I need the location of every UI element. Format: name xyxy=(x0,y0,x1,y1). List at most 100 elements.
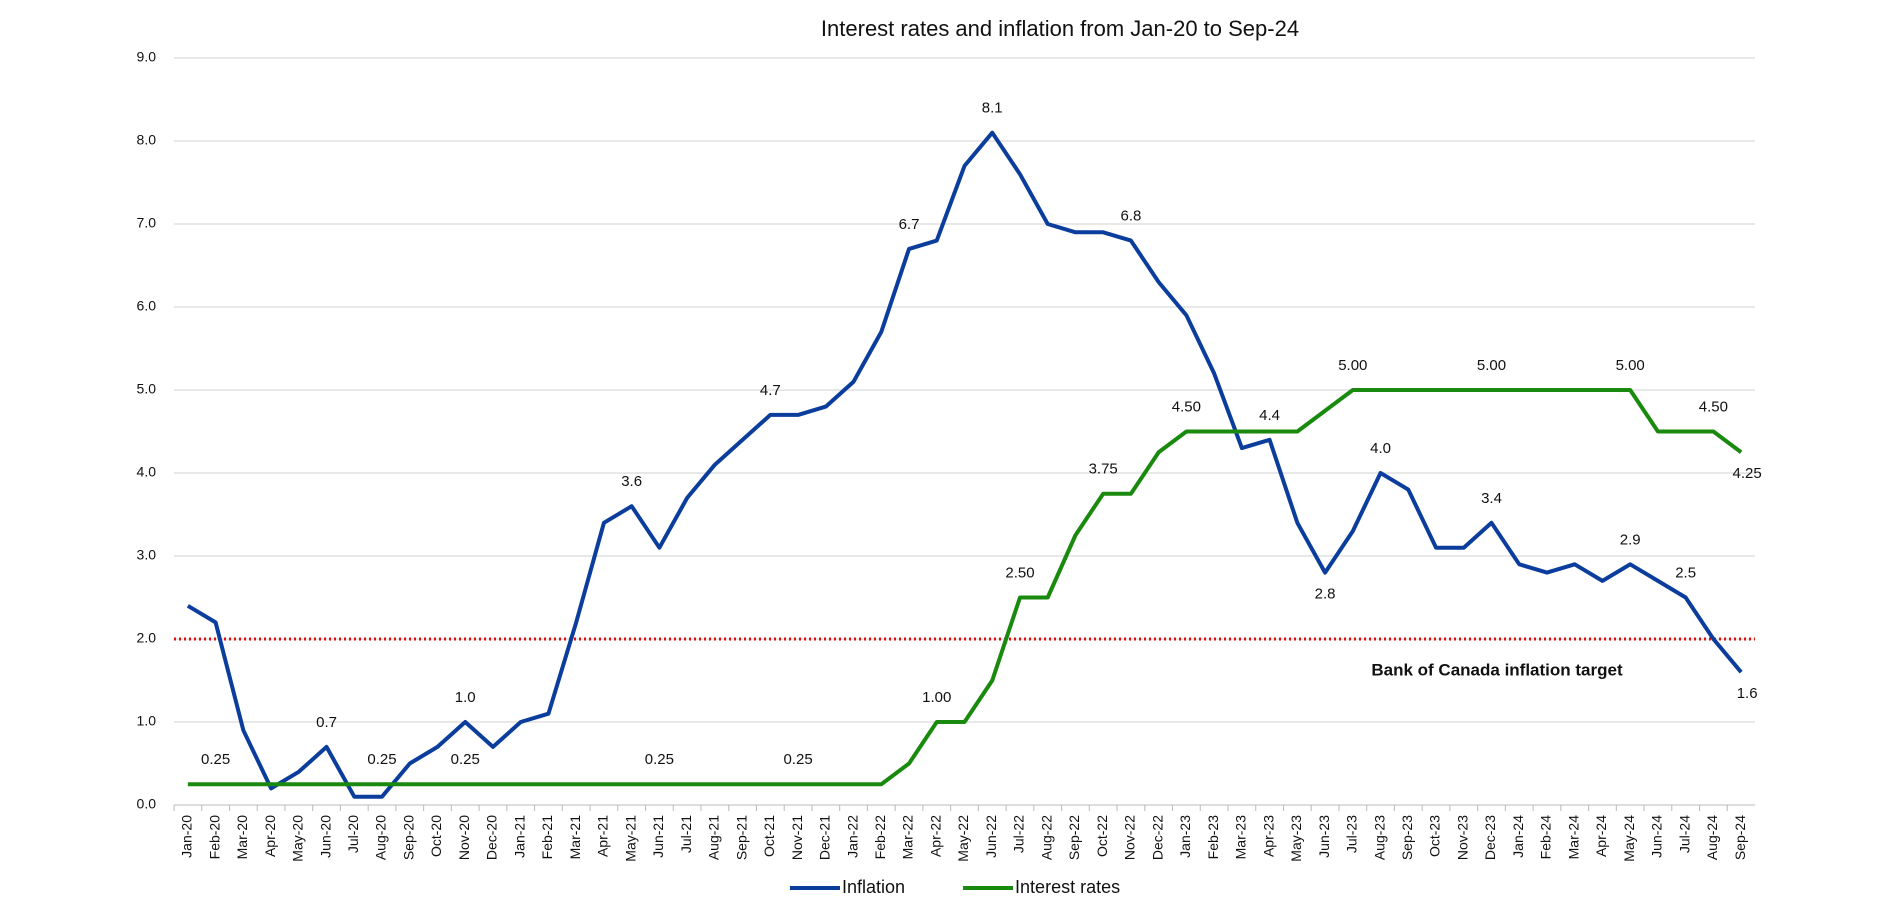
data-label: 2.50 xyxy=(1005,564,1034,581)
chart-title: Interest rates and inflation from Jan-20… xyxy=(821,16,1299,41)
y-tick-label: 4.0 xyxy=(137,464,157,480)
x-tick-label: Nov-23 xyxy=(1454,815,1470,860)
series-line xyxy=(186,130,1743,799)
x-tick-label: Apr-20 xyxy=(262,815,278,857)
reference-label: Bank of Canada inflation target xyxy=(1371,660,1623,679)
data-label: 1.00 xyxy=(922,689,951,706)
x-tick-label: Nov-21 xyxy=(789,815,805,860)
data-label: 4.25 xyxy=(1733,465,1762,482)
x-tick-label: Aug-23 xyxy=(1371,815,1387,860)
y-tick-label: 9.0 xyxy=(137,49,157,65)
x-tick-label: Jan-22 xyxy=(844,815,860,858)
data-label: 0.25 xyxy=(367,751,396,768)
y-tick-label: 7.0 xyxy=(137,215,157,231)
y-tick-label: 0.0 xyxy=(137,796,157,812)
x-tick-label: May-23 xyxy=(1288,815,1304,862)
series-line xyxy=(187,388,1743,787)
x-tick-label: Jul-20 xyxy=(345,815,361,853)
x-tick-label: Sep-24 xyxy=(1732,815,1748,860)
x-tick-label: May-24 xyxy=(1621,815,1637,862)
x-tick-label: Oct-21 xyxy=(761,815,777,857)
x-tick-label: Sep-23 xyxy=(1399,815,1415,860)
x-tick-label: Dec-21 xyxy=(817,815,833,860)
x-tick-label: Oct-20 xyxy=(428,815,444,857)
data-label: 5.00 xyxy=(1338,357,1367,374)
x-tick-label: Feb-20 xyxy=(206,815,222,860)
y-tick-label: 6.0 xyxy=(137,298,157,314)
x-tick-label: Jan-20 xyxy=(179,815,195,858)
x-tick-label: Oct-22 xyxy=(1094,815,1110,857)
x-tick-label: Jan-21 xyxy=(511,815,527,858)
x-tick-label: Jul-22 xyxy=(1011,815,1027,853)
x-tick-label: Nov-20 xyxy=(456,815,472,860)
data-label: 6.7 xyxy=(899,216,920,233)
x-tick-label: Jul-21 xyxy=(678,815,694,853)
data-label: 4.50 xyxy=(1699,398,1728,415)
x-tick-label: Feb-21 xyxy=(539,815,555,860)
data-label: 0.25 xyxy=(201,751,230,768)
x-tick-label: Jun-22 xyxy=(983,815,999,858)
x-tick-label: Aug-21 xyxy=(706,815,722,860)
data-label: 3.4 xyxy=(1481,490,1502,507)
x-tick-label: Dec-23 xyxy=(1482,815,1498,860)
x-tick-label: Feb-23 xyxy=(1205,815,1221,860)
data-label: 4.7 xyxy=(760,382,781,399)
x-tick-label: Mar-24 xyxy=(1565,815,1581,860)
legend-label: Interest rates xyxy=(1015,877,1120,897)
data-label: 2.8 xyxy=(1315,586,1336,603)
x-tick-label: Feb-22 xyxy=(872,815,888,860)
data-label: 4.4 xyxy=(1259,407,1280,424)
x-tick-label: Mar-20 xyxy=(234,815,250,860)
x-tick-label: Mar-22 xyxy=(900,815,916,860)
data-label: 1.0 xyxy=(455,689,476,706)
y-tick-label: 1.0 xyxy=(137,713,157,729)
x-tick-label: Sep-21 xyxy=(733,815,749,860)
x-tick-label: Jun-20 xyxy=(317,815,333,858)
x-tick-label: Oct-23 xyxy=(1427,815,1443,857)
x-tick-label: May-20 xyxy=(290,815,306,862)
data-label: 4.50 xyxy=(1172,398,1201,415)
x-tick-label: Jan-23 xyxy=(1177,815,1193,858)
x-tick-label: Sep-22 xyxy=(1066,815,1082,860)
y-tick-label: 3.0 xyxy=(137,547,157,563)
x-tick-label: Aug-24 xyxy=(1704,815,1720,860)
data-label: 2.5 xyxy=(1675,564,1696,581)
y-tick-label: 2.0 xyxy=(137,630,157,646)
data-label: 0.25 xyxy=(451,751,480,768)
x-tick-label: Feb-24 xyxy=(1538,815,1554,860)
x-tick-label: Apr-21 xyxy=(595,815,611,857)
data-label: 5.00 xyxy=(1477,357,1506,374)
x-tick-label: Apr-22 xyxy=(927,815,943,857)
x-tick-label: Aug-20 xyxy=(373,815,389,860)
legend-label: Inflation xyxy=(842,877,905,897)
x-tick-label: May-21 xyxy=(622,815,638,862)
y-tick-label: 8.0 xyxy=(137,132,157,148)
x-tick-label: Mar-21 xyxy=(567,815,583,860)
data-label: 6.8 xyxy=(1120,208,1141,225)
x-tick-label: Nov-22 xyxy=(1122,815,1138,860)
x-tick-label: Dec-20 xyxy=(484,815,500,860)
data-label: 8.1 xyxy=(982,100,1003,117)
x-tick-label: Jun-23 xyxy=(1316,815,1332,858)
x-tick-label: Aug-22 xyxy=(1038,815,1054,860)
data-label: 0.7 xyxy=(316,714,337,731)
data-label: 5.00 xyxy=(1616,357,1645,374)
x-tick-label: Jul-23 xyxy=(1344,815,1360,853)
data-label: 0.25 xyxy=(783,751,812,768)
x-tick-label: Mar-23 xyxy=(1233,815,1249,860)
x-tick-label: Jan-24 xyxy=(1510,815,1526,858)
y-tick-label: 5.0 xyxy=(137,381,157,397)
x-tick-label: Dec-22 xyxy=(1149,815,1165,860)
x-tick-label: Jul-24 xyxy=(1676,815,1692,853)
data-label: 1.6 xyxy=(1737,685,1758,702)
data-label: 4.0 xyxy=(1370,440,1391,457)
x-tick-label: Apr-24 xyxy=(1593,815,1609,857)
data-label: 0.25 xyxy=(645,751,674,768)
x-tick-label: Jun-24 xyxy=(1649,815,1665,858)
x-tick-label: Apr-23 xyxy=(1260,815,1276,857)
data-label: 3.75 xyxy=(1089,461,1118,478)
x-tick-label: Sep-20 xyxy=(400,815,416,860)
data-label: 2.9 xyxy=(1620,531,1641,548)
x-tick-label: Jun-21 xyxy=(650,815,666,858)
